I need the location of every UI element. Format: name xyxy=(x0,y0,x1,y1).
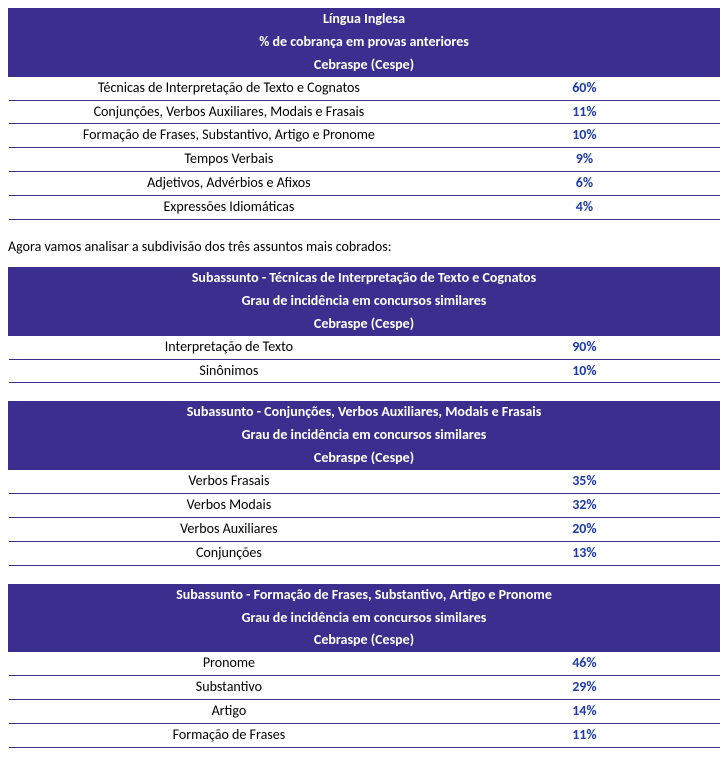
row-pct: 35% xyxy=(449,470,719,493)
row-topic: Pronome xyxy=(9,652,450,675)
row-topic: Técnicas de Interpretação de Texto e Cog… xyxy=(9,77,450,100)
row-pct: 46% xyxy=(449,652,719,675)
table-sub-3: Subassunto - Formação de Frases, Substan… xyxy=(8,584,720,748)
table-row: Artigo14% xyxy=(9,700,720,724)
row-topic: Substantivo xyxy=(9,676,450,700)
table-header-line: Grau de incidência em concursos similare… xyxy=(9,290,720,313)
row-pct: 32% xyxy=(449,494,719,518)
table-header-line: % de cobrança em provas anteriores xyxy=(9,31,720,54)
row-pct: 11% xyxy=(449,100,719,124)
row-pct: 90% xyxy=(449,336,719,359)
table-main: Língua Inglesa % de cobrança em provas a… xyxy=(8,8,720,220)
row-pct: 29% xyxy=(449,676,719,700)
row-topic: Adjetivos, Advérbios e Afixos xyxy=(9,172,450,196)
row-pct: 20% xyxy=(449,517,719,541)
row-topic: Conjunções, Verbos Auxiliares, Modais e … xyxy=(9,100,450,124)
row-pct: 10% xyxy=(449,124,719,148)
row-topic: Verbos Frasais xyxy=(9,470,450,493)
table-row: Verbos Auxiliares20% xyxy=(9,517,720,541)
table-row: Conjunções, Verbos Auxiliares, Modais e … xyxy=(9,100,720,124)
row-topic: Expressões Idiomáticas xyxy=(9,196,450,220)
row-pct: 10% xyxy=(449,359,719,383)
intro-text: Agora vamos analisar a subdivisão dos tr… xyxy=(8,238,720,255)
row-topic: Conjunções xyxy=(9,541,450,565)
table-row: Interpretação de Texto90% xyxy=(9,336,720,359)
table-row: Substantivo29% xyxy=(9,676,720,700)
row-pct: 11% xyxy=(449,724,719,748)
row-topic: Verbos Auxiliares xyxy=(9,517,450,541)
table-header-line: Subassunto - Conjunções, Verbos Auxiliar… xyxy=(9,401,720,424)
table-row: Verbos Frasais35% xyxy=(9,470,720,493)
table-row: Pronome46% xyxy=(9,652,720,675)
table-header-line: Subassunto - Formação de Frases, Substan… xyxy=(9,584,720,607)
row-pct: 6% xyxy=(449,172,719,196)
row-pct: 4% xyxy=(449,196,719,220)
row-pct: 14% xyxy=(449,700,719,724)
table-row: Verbos Modais32% xyxy=(9,494,720,518)
table-row: Expressões Idiomáticas4% xyxy=(9,196,720,220)
table-header-line: Cebraspe (Cespe) xyxy=(9,629,720,652)
table-row: Conjunções13% xyxy=(9,541,720,565)
row-pct: 60% xyxy=(449,77,719,100)
table-header-line: Subassunto - Técnicas de Interpretação d… xyxy=(9,267,720,290)
row-topic: Tempos Verbais xyxy=(9,148,450,172)
table-header-line: Grau de incidência em concursos similare… xyxy=(9,607,720,630)
table-sub-2: Subassunto - Conjunções, Verbos Auxiliar… xyxy=(8,401,720,565)
table-header-line: Língua Inglesa xyxy=(9,8,720,31)
table-row: Técnicas de Interpretação de Texto e Cog… xyxy=(9,77,720,100)
table-row: Sinônimos10% xyxy=(9,359,720,383)
table-header-line: Cebraspe (Cespe) xyxy=(9,447,720,470)
table-row: Formação de Frases, Substantivo, Artigo … xyxy=(9,124,720,148)
row-topic: Artigo xyxy=(9,700,450,724)
table-header-line: Cebraspe (Cespe) xyxy=(9,313,720,336)
row-topic: Verbos Modais xyxy=(9,494,450,518)
table-header-line: Cebraspe (Cespe) xyxy=(9,54,720,77)
row-topic: Formação de Frases, Substantivo, Artigo … xyxy=(9,124,450,148)
row-pct: 13% xyxy=(449,541,719,565)
row-pct: 9% xyxy=(449,148,719,172)
table-row: Tempos Verbais9% xyxy=(9,148,720,172)
row-topic: Sinônimos xyxy=(9,359,450,383)
table-header-line: Grau de incidência em concursos similare… xyxy=(9,424,720,447)
table-row: Formação de Frases11% xyxy=(9,724,720,748)
table-row: Adjetivos, Advérbios e Afixos6% xyxy=(9,172,720,196)
row-topic: Formação de Frases xyxy=(9,724,450,748)
table-sub-1: Subassunto - Técnicas de Interpretação d… xyxy=(8,267,720,383)
row-topic: Interpretação de Texto xyxy=(9,336,450,359)
